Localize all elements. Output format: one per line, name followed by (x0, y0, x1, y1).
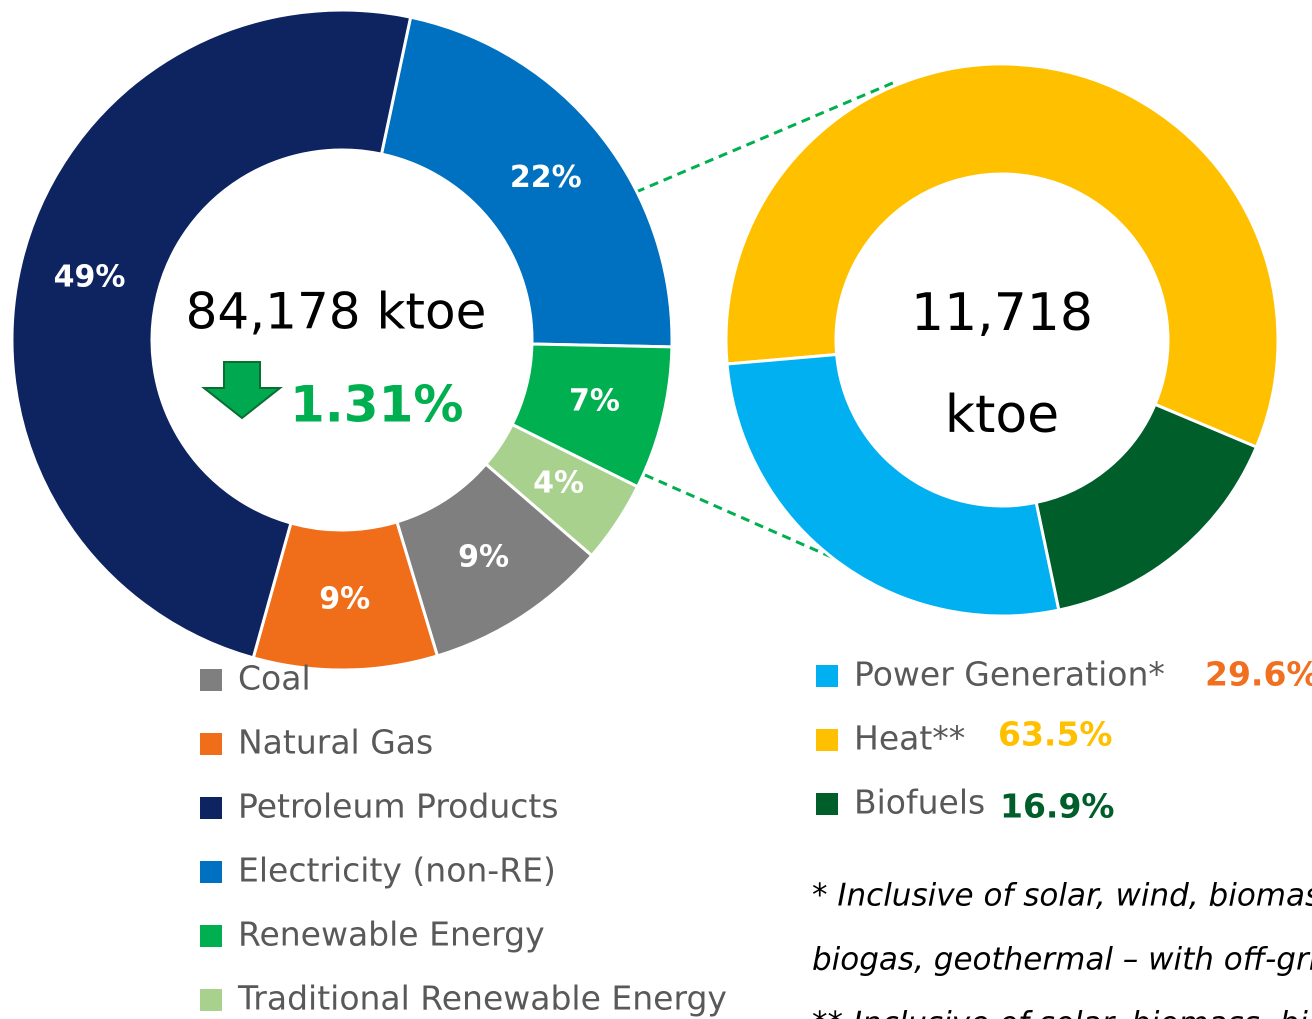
legend-value: 16.9% (1000, 787, 1115, 826)
legend-swatch (200, 733, 222, 755)
legend-label: Electricity (non-RE) (238, 851, 556, 890)
legend-swatch (816, 665, 838, 687)
legend-label: Biofuels (854, 783, 985, 822)
footnote: biogas, geothermal – with off-grid (812, 942, 1312, 978)
down-arrow (201, 361, 283, 420)
legend-swatch (200, 797, 222, 819)
footnote: ** Inclusive of solar, biomass, biogas (812, 1006, 1312, 1019)
donut-segment (724, 62, 1280, 450)
donut-segment (10, 8, 413, 660)
donut-segment (725, 352, 1061, 618)
legend-label: Traditional Renewable Energy (237, 979, 727, 1018)
data-label: 49% (54, 259, 126, 294)
center-label: 84,178 ktoe (186, 283, 487, 341)
legend-label: Heat** (854, 719, 965, 758)
data-label: 9% (319, 581, 370, 616)
legend-value: 29.6% (1205, 655, 1312, 694)
donut-segment (379, 15, 674, 349)
data-label: 9% (458, 540, 509, 575)
legend-swatch (816, 793, 838, 815)
change-label: 1.31% (290, 376, 463, 434)
legend-label: Renewable Energy (238, 915, 545, 954)
footnote: * Inclusive of solar, wind, biomass, (812, 878, 1312, 914)
center-label: 11,718 (911, 283, 1093, 343)
legend-label: Coal (238, 659, 311, 698)
legend-swatch (200, 861, 222, 883)
legend-swatch (200, 669, 222, 691)
legend-label: Power Generation* (854, 655, 1165, 694)
legend-swatch (816, 729, 838, 751)
legend-swatch (200, 989, 222, 1011)
data-label: 22% (510, 160, 582, 195)
data-label: 7% (569, 384, 620, 419)
connector-line (635, 80, 896, 194)
legend-label: Petroleum Products (238, 787, 559, 826)
legend-swatch (200, 925, 222, 947)
data-label: 4% (533, 465, 584, 500)
center-label: ktoe (945, 385, 1059, 445)
legend-label: Natural Gas (238, 723, 433, 762)
donut-segment (1034, 402, 1259, 612)
legend-value: 63.5% (998, 715, 1113, 754)
